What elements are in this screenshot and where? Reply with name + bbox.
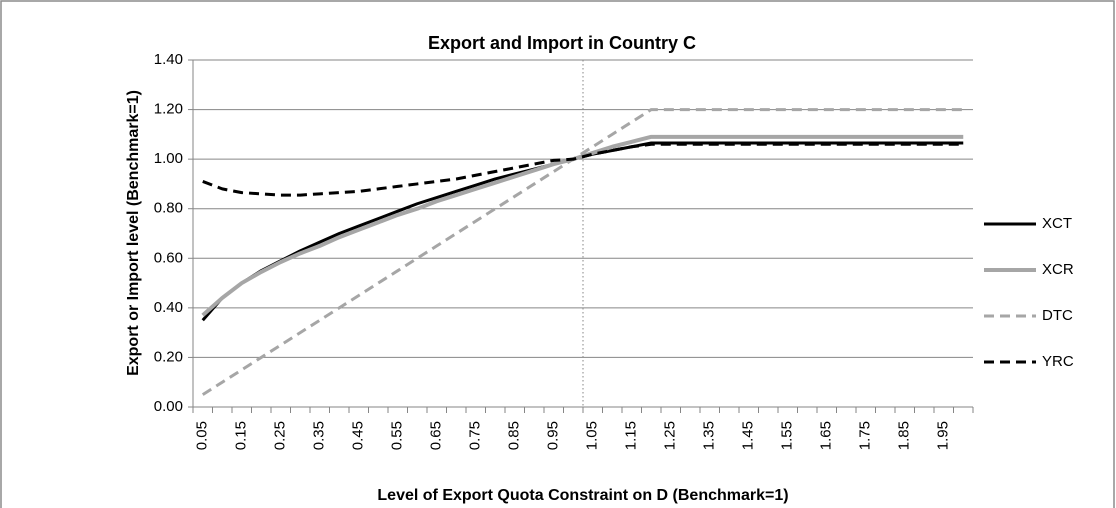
series-line <box>201 108 964 396</box>
series-line <box>202 142 964 197</box>
legend-label: XCR <box>1042 261 1074 278</box>
y-tick-label: 0.20 <box>154 348 183 365</box>
y-tick-label: 1.00 <box>154 150 183 167</box>
x-tick-label: 0.85 <box>506 421 523 450</box>
y-tick-label: 1.40 <box>154 51 183 68</box>
legend-label: XCT <box>1042 215 1072 232</box>
y-axis-title: Export or Import level (Benchmark=1) <box>125 90 142 376</box>
y-tick-label: 0.60 <box>154 249 183 266</box>
x-tick-label: 0.05 <box>194 421 211 450</box>
x-tick-label: 1.45 <box>740 421 757 450</box>
x-tick-label: 0.15 <box>233 421 250 450</box>
x-tick-label: 1.05 <box>584 421 601 450</box>
x-tick-label: 0.65 <box>428 421 445 450</box>
x-tick-label: 0.55 <box>389 421 406 450</box>
x-tick-label: 0.25 <box>272 421 289 450</box>
y-tick-label: 0.00 <box>154 398 183 415</box>
x-tick-label: 0.35 <box>311 421 328 450</box>
legend-label: YRC <box>1042 353 1074 370</box>
y-tick-label: 0.80 <box>154 200 183 217</box>
x-tick-label: 0.45 <box>350 421 367 450</box>
x-tick-label: 1.55 <box>779 421 796 450</box>
chart-title: Export and Import in Country C <box>428 33 696 53</box>
legend-label: DTC <box>1042 307 1073 324</box>
x-tick-label: 1.25 <box>662 421 679 450</box>
x-tick-label: 1.95 <box>935 421 952 450</box>
x-tick-label: 0.75 <box>467 421 484 450</box>
x-tick-label: 1.15 <box>623 421 640 450</box>
x-tick-label: 1.65 <box>818 421 835 450</box>
x-tick-label: 1.85 <box>896 421 913 450</box>
y-tick-label: 0.40 <box>154 299 183 316</box>
y-tick-label: 1.20 <box>154 101 183 118</box>
x-tick-label: 1.75 <box>857 421 874 450</box>
x-tick-label: 0.95 <box>545 421 562 450</box>
x-tick-label: 1.35 <box>701 421 718 450</box>
x-axis-title: Level of Export Quota Constraint on D (B… <box>377 487 788 504</box>
